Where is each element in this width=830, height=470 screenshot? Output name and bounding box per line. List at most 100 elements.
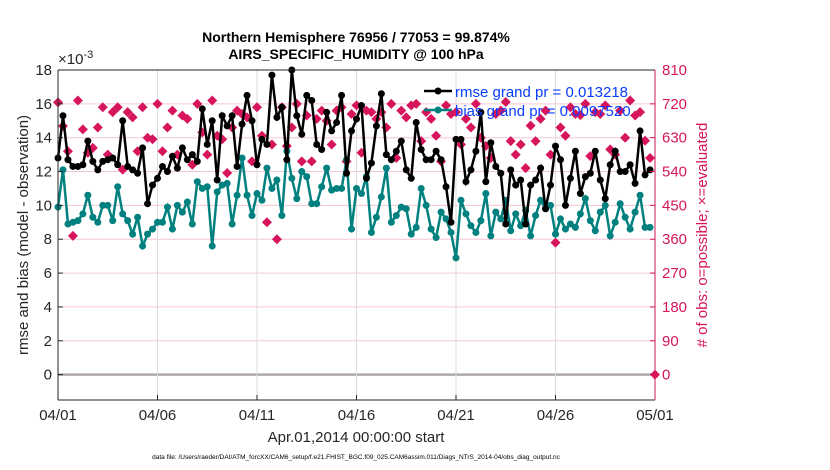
bias-point (353, 184, 360, 192)
bias-point (94, 218, 102, 226)
obs-count-marker (470, 98, 481, 109)
legend-rmse-label: rmse grand pr = 0.013218 (455, 84, 628, 101)
bias-point (646, 223, 654, 231)
bias-point (487, 232, 495, 240)
rmse-point (323, 108, 331, 116)
rmse-point (263, 140, 271, 148)
obs-count-marker (411, 98, 422, 109)
obs-count-marker (182, 113, 193, 124)
obs-count-marker (122, 107, 133, 118)
rmse-point (537, 164, 545, 172)
bias-point (527, 232, 535, 240)
rmse-point (542, 205, 550, 213)
rmse-point (571, 147, 579, 155)
rmse-point (59, 112, 67, 120)
bias-point (576, 210, 584, 218)
obs-count-marker (441, 100, 452, 111)
x-tick-label: 04/06 (139, 407, 177, 424)
rmse-point (422, 156, 430, 164)
rmse-point (387, 156, 395, 164)
obs-count-marker (635, 107, 646, 118)
rmse-point (591, 147, 599, 155)
rmse-point (84, 137, 92, 145)
rmse-point (114, 161, 122, 169)
y-right-tick-label: 180 (662, 299, 687, 316)
bias-point (467, 222, 475, 230)
obs-count-marker (600, 100, 611, 111)
bias-point (566, 220, 574, 228)
bias-point (238, 154, 246, 162)
rmse-point (532, 176, 540, 184)
rmse-point (507, 166, 515, 174)
rmse-point (377, 90, 385, 98)
bias-point (601, 201, 609, 209)
bias-point (248, 212, 256, 220)
obs-count-marker (530, 136, 541, 147)
rmse-point (646, 166, 654, 174)
x-tick-label: 04/26 (537, 407, 575, 424)
x-tick-label: 04/21 (437, 407, 475, 424)
bias-point (357, 190, 365, 198)
obs-count-marker (366, 107, 377, 118)
bias-point (308, 200, 316, 208)
obs-count-marker (222, 168, 233, 179)
obs-count-marker (252, 102, 262, 113)
obs-count-marker (575, 110, 586, 121)
axes: 0246810121416180901802703604505406307208… (35, 62, 687, 424)
bias-point (631, 208, 639, 216)
obs-count-marker (67, 230, 78, 241)
bias-point (348, 225, 356, 233)
obs-count-marker (266, 139, 277, 150)
rmse-point (357, 102, 365, 110)
bias-point (139, 242, 147, 250)
bias-point (432, 234, 440, 242)
y-tick-label: 16 (35, 96, 52, 113)
rmse-point (154, 174, 161, 182)
bias-point (367, 228, 375, 236)
obs-count-marker (460, 113, 471, 124)
obs-count-marker (535, 113, 546, 124)
rmse-point (432, 147, 440, 155)
rmse-point (397, 137, 405, 145)
rmse-point (353, 115, 360, 123)
rmse-point (248, 117, 256, 125)
bias-point (497, 215, 505, 223)
rmse-point (497, 169, 505, 177)
bias-point (268, 184, 276, 192)
rmse-point (447, 218, 455, 226)
rmse-point (522, 220, 530, 228)
rmse-point (298, 130, 306, 138)
bias-point (507, 227, 515, 235)
rmse-point (149, 181, 157, 189)
rmse-point (328, 127, 336, 135)
obs-count-marker (555, 122, 566, 133)
obs-count-marker (525, 120, 536, 131)
rmse-point (566, 174, 574, 182)
rmse-point (442, 183, 450, 191)
rmse-point (89, 157, 97, 165)
rmse-point (273, 113, 281, 121)
bias-point (537, 196, 545, 204)
rmse-point (576, 190, 584, 198)
bias-point (561, 225, 569, 233)
obs-count-marker (192, 98, 203, 109)
y-right-tick-label: 720 (662, 96, 687, 113)
bias-point (253, 190, 261, 198)
rmse-point (502, 220, 510, 228)
rmse-point (601, 195, 609, 203)
rmse-point (482, 178, 490, 186)
obs-count-marker (465, 122, 476, 133)
x-tick-label: 04/16 (338, 407, 376, 424)
rmse-point (253, 161, 261, 169)
bias-point (213, 188, 221, 196)
bias-point (74, 217, 82, 225)
rmse-point (462, 178, 470, 186)
rmse-point (178, 144, 186, 152)
bias-point (79, 210, 87, 218)
y-tick-label: 2 (44, 333, 52, 350)
bias-point (114, 183, 122, 191)
obs-count-marker (620, 132, 631, 143)
bias-point (228, 220, 236, 228)
x-axis-label: Apr.01,2014 00:00:00 start (268, 429, 446, 446)
bias-point (407, 230, 415, 238)
